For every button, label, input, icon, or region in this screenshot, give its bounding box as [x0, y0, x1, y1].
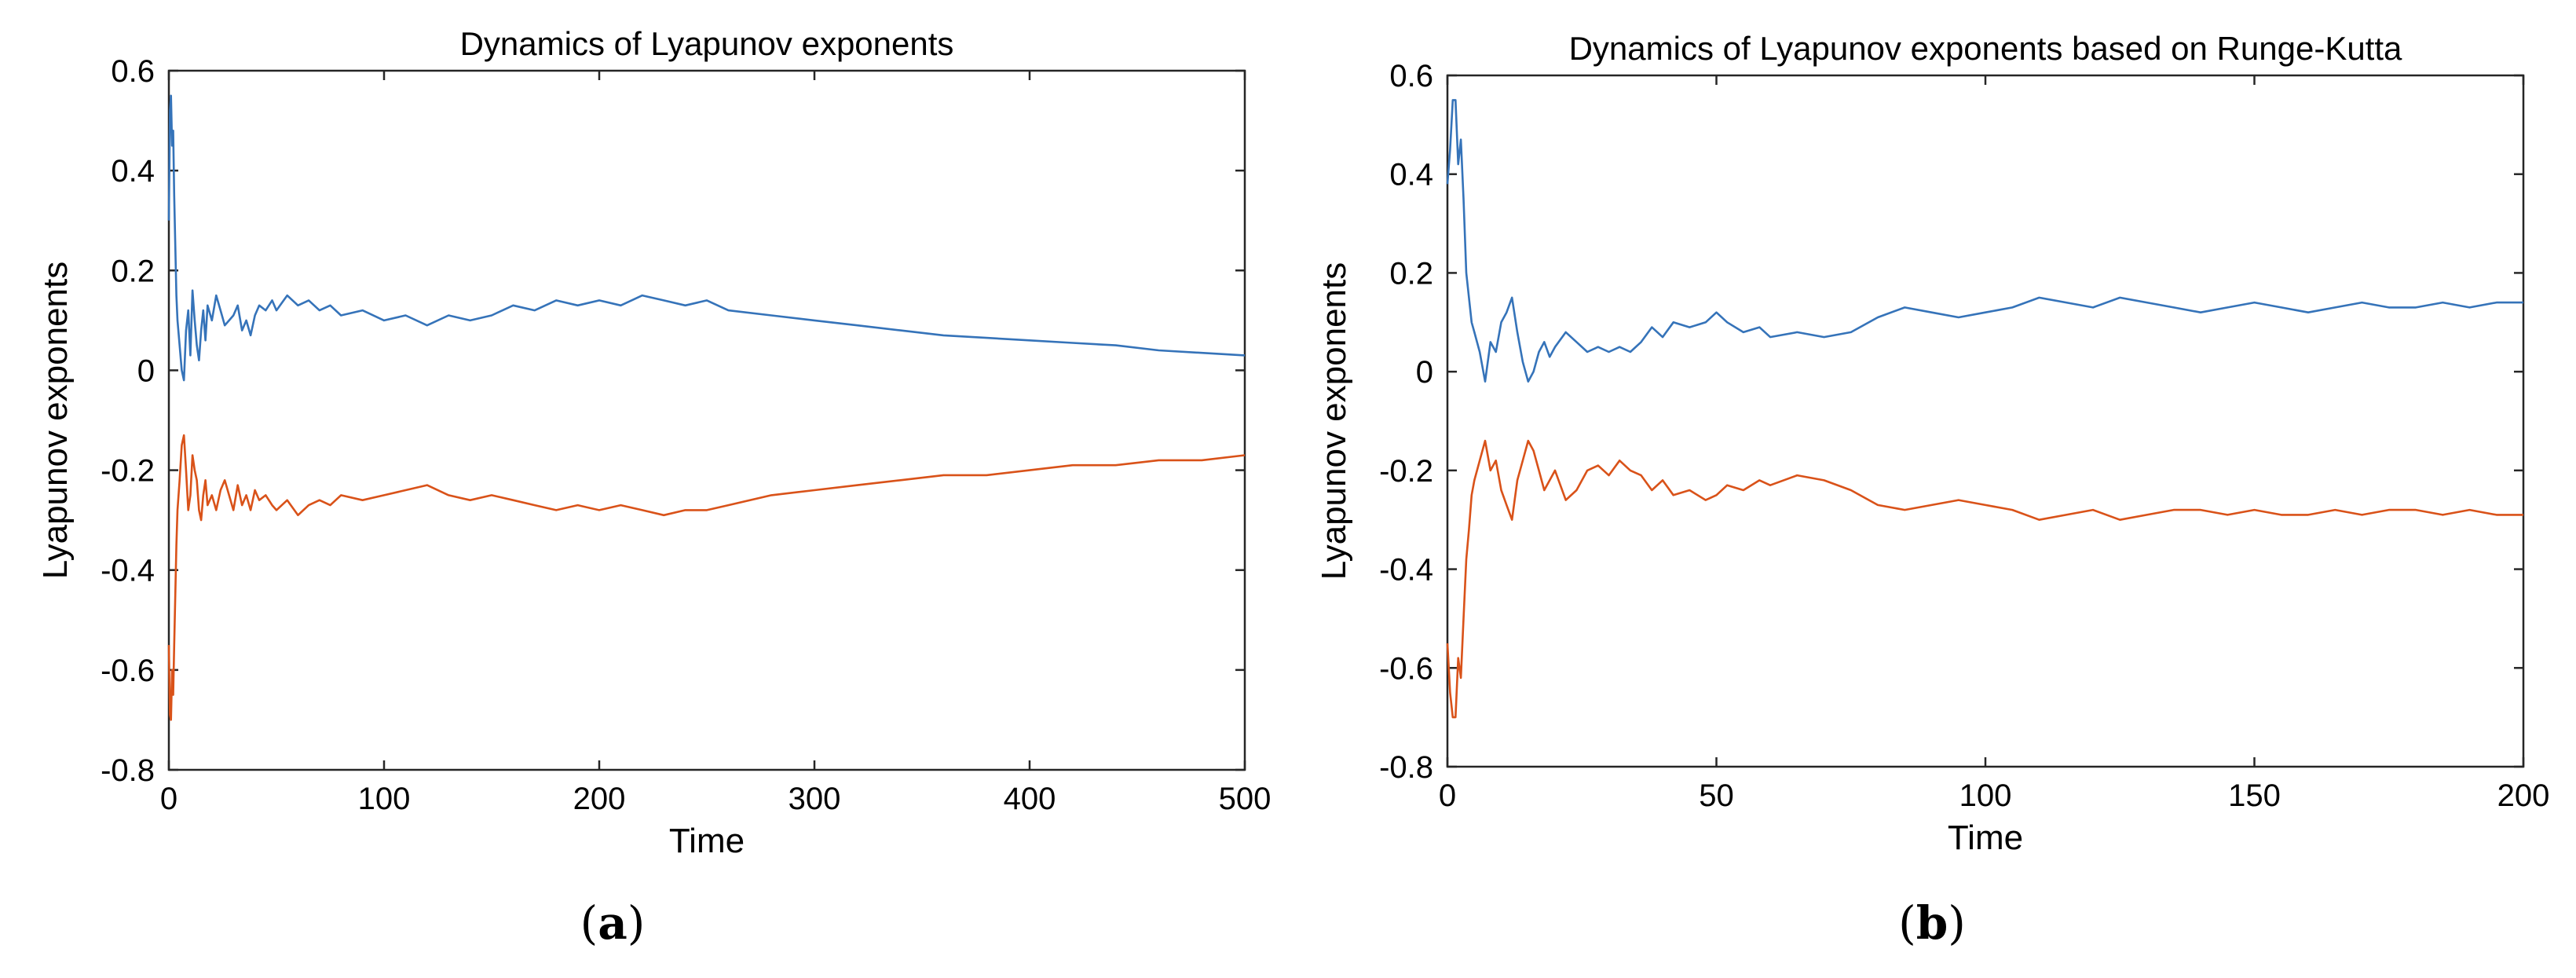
chart0-series-line-2: [167, 434, 1246, 721]
chart1-series-line-2: [1446, 439, 2523, 719]
chart0-ytick-label: -0.6: [101, 654, 155, 688]
chart1-ytick-label: -0.2: [1379, 454, 1433, 489]
chart1-ytick-label: 0.6: [1389, 59, 1433, 93]
chart0-x-axis-label: Time: [669, 822, 745, 860]
chart0-xtick-label: 300: [789, 782, 841, 816]
chart1-x-axis-label: Time: [1948, 819, 2023, 857]
chart0-ytick-label: 0.4: [111, 154, 155, 189]
chart0-title: Dynamics of Lyapunov exponents: [460, 25, 954, 62]
chart0-xtick-label: 400: [1004, 782, 1056, 816]
chart0-plot-area: [167, 69, 1246, 771]
chart0-xtick-label: 500: [1219, 782, 1272, 816]
chart0-ytick-label: -0.2: [101, 454, 155, 489]
chart-a: 0.60.40.20-0.2-0.4-0.6-0.80 100 200 300 400 5…: [36, 25, 1271, 860]
chart1-title: Dynamics of Lyapunov exponents based on …: [1569, 30, 2402, 67]
chart0-ytick-label: 0.6: [111, 54, 155, 89]
chart0-xtick-label: 200: [573, 782, 626, 816]
chart1-plot-area: [1446, 74, 2525, 768]
chart1-ytick-label: 0: [1416, 355, 1433, 390]
chart1-xtick-label: 200: [2497, 778, 2550, 813]
chart1-ytick-label: -0.8: [1379, 750, 1433, 785]
chart1-series-line-1: [1446, 99, 2523, 383]
chart1-ytick-label: 0.2: [1389, 256, 1433, 291]
chart0-ytick-label: -0.4: [101, 554, 155, 588]
chart1-xtick-label: 100: [1959, 778, 2012, 813]
caption-a: (a): [580, 896, 646, 950]
chart1-ytick-label: -0.4: [1379, 553, 1433, 588]
chart1-ytick-label: 0.4: [1389, 158, 1433, 192]
chart0-y-axis-label: Lyapunov exponents: [36, 262, 75, 579]
chart1-xtick-label: 50: [1699, 778, 1734, 813]
chart1-ytick-label: -0.6: [1379, 651, 1433, 686]
chart0-ytick-label: 0: [137, 353, 155, 388]
chart0-xtick-label: 100: [358, 782, 411, 816]
chart0-series-line-1: [167, 94, 1246, 382]
chart1-xtick-label: 0: [1439, 778, 1456, 813]
caption-b: (b): [1898, 896, 1966, 950]
chart0-ytick-label: -0.8: [101, 753, 155, 788]
chart0-ytick-label: 0.2: [111, 254, 155, 288]
chart1-xtick-label: 150: [2228, 778, 2281, 813]
chart0-xtick-label: 0: [160, 782, 177, 816]
chart1-y-axis-label: Lyapunov exponents: [1315, 262, 1353, 580]
chart-b: 0.60.40.20-0.2-0.4-0.6-0.80 50 100 150 200Dy…: [1315, 30, 2549, 857]
